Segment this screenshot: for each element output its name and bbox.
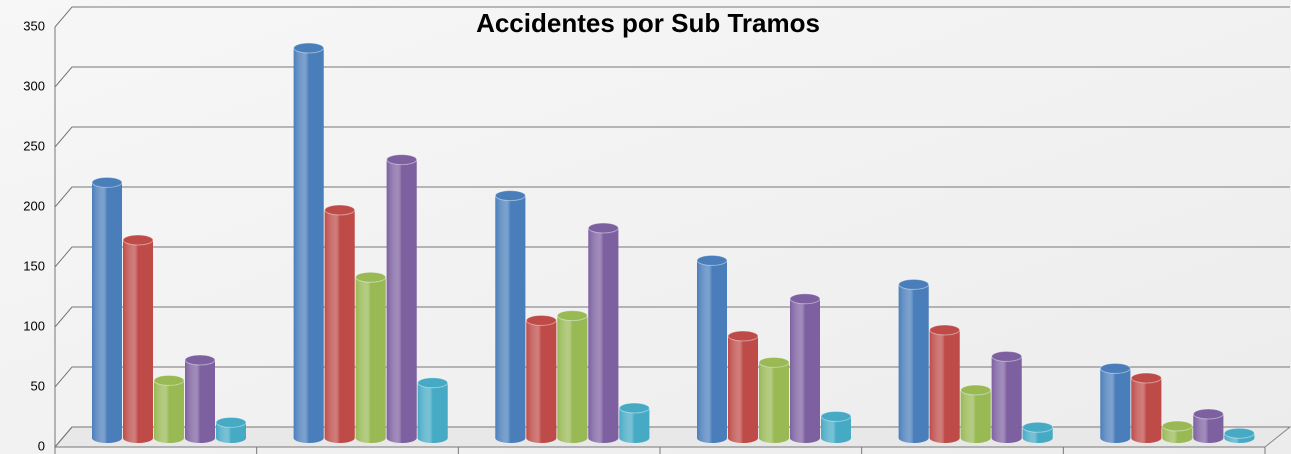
bar-shade [216, 422, 246, 443]
bar-shade [355, 277, 386, 443]
grid-line [54, 306, 1290, 328]
bar-shade [588, 228, 619, 443]
bar-cap [1223, 427, 1255, 439]
bar-cap [184, 354, 216, 366]
y-tick-label: 150 [23, 258, 45, 273]
bar-shade [417, 382, 448, 443]
bar-cap [494, 190, 526, 202]
grid-line [54, 6, 1290, 28]
bar-shade [386, 159, 417, 443]
bar-cap [91, 176, 123, 188]
bar-shade [929, 330, 960, 443]
grid-line [54, 246, 1290, 268]
bar-cap [696, 254, 728, 266]
bar-shade [526, 320, 557, 443]
bar-cap [556, 310, 588, 322]
bar-shade [1224, 433, 1255, 443]
bar-shade [324, 210, 355, 443]
grid-line [54, 66, 1290, 88]
y-tick-label: 100 [23, 318, 45, 333]
bar-cap [991, 350, 1023, 362]
bar-shade [1022, 427, 1053, 443]
bar-cap [1022, 421, 1054, 433]
bar-cap [417, 377, 449, 389]
bar-cap [525, 314, 557, 326]
bar-cap [1192, 408, 1224, 420]
bar-cap [820, 410, 852, 422]
grid-line [54, 426, 1290, 448]
grid-line [54, 366, 1290, 388]
bar-cap [153, 374, 185, 386]
y-tick-label: 350 [23, 18, 45, 33]
bar-cap [727, 330, 759, 342]
bar-shade [495, 195, 526, 443]
grid-line [54, 186, 1290, 208]
bar-cap [1099, 362, 1131, 374]
y-tick-label: 300 [23, 78, 45, 93]
bar-shade [821, 416, 851, 443]
bar-shade [728, 336, 758, 443]
bar-shade [790, 298, 820, 443]
bar-shade [898, 284, 929, 443]
bar-shade [557, 315, 588, 443]
grid-line [54, 126, 1290, 148]
bar-shade [92, 182, 122, 443]
bar-cap [293, 42, 325, 54]
y-tick-label: 50 [31, 378, 45, 393]
bar-cap [386, 154, 418, 166]
bar-cap [1161, 420, 1193, 432]
bar-shade [697, 260, 727, 443]
bar-cap [789, 293, 821, 305]
y-tick-label: 200 [23, 198, 45, 213]
bar-cap [618, 402, 650, 414]
bar-cap [1130, 372, 1162, 384]
bar-shade [1193, 414, 1224, 443]
bar-cap [929, 324, 961, 336]
bar-cap [898, 278, 930, 290]
bar-cap [758, 356, 790, 368]
bar-shade [293, 48, 324, 443]
bar-shade [154, 380, 184, 443]
y-tick-label: 0 [38, 438, 45, 453]
y-tick-label: 250 [23, 138, 45, 153]
bar-cap [960, 384, 992, 396]
bar-cap [324, 204, 356, 216]
bar-shade [123, 240, 153, 443]
bar-cap [587, 222, 619, 234]
bar-shade [619, 408, 650, 443]
bar-shade [759, 362, 789, 443]
bar-shade [1100, 368, 1131, 443]
bar-cap [355, 271, 387, 283]
chart-title: Accidentes por Sub Tramos [476, 8, 820, 38]
bar-cap [215, 416, 247, 428]
bar-shade [1131, 378, 1162, 443]
bar-shade [1162, 426, 1193, 443]
bar-shade [960, 390, 991, 443]
bar-shade [991, 356, 1022, 443]
bar-cap [122, 234, 154, 246]
bar-shade [185, 360, 215, 443]
